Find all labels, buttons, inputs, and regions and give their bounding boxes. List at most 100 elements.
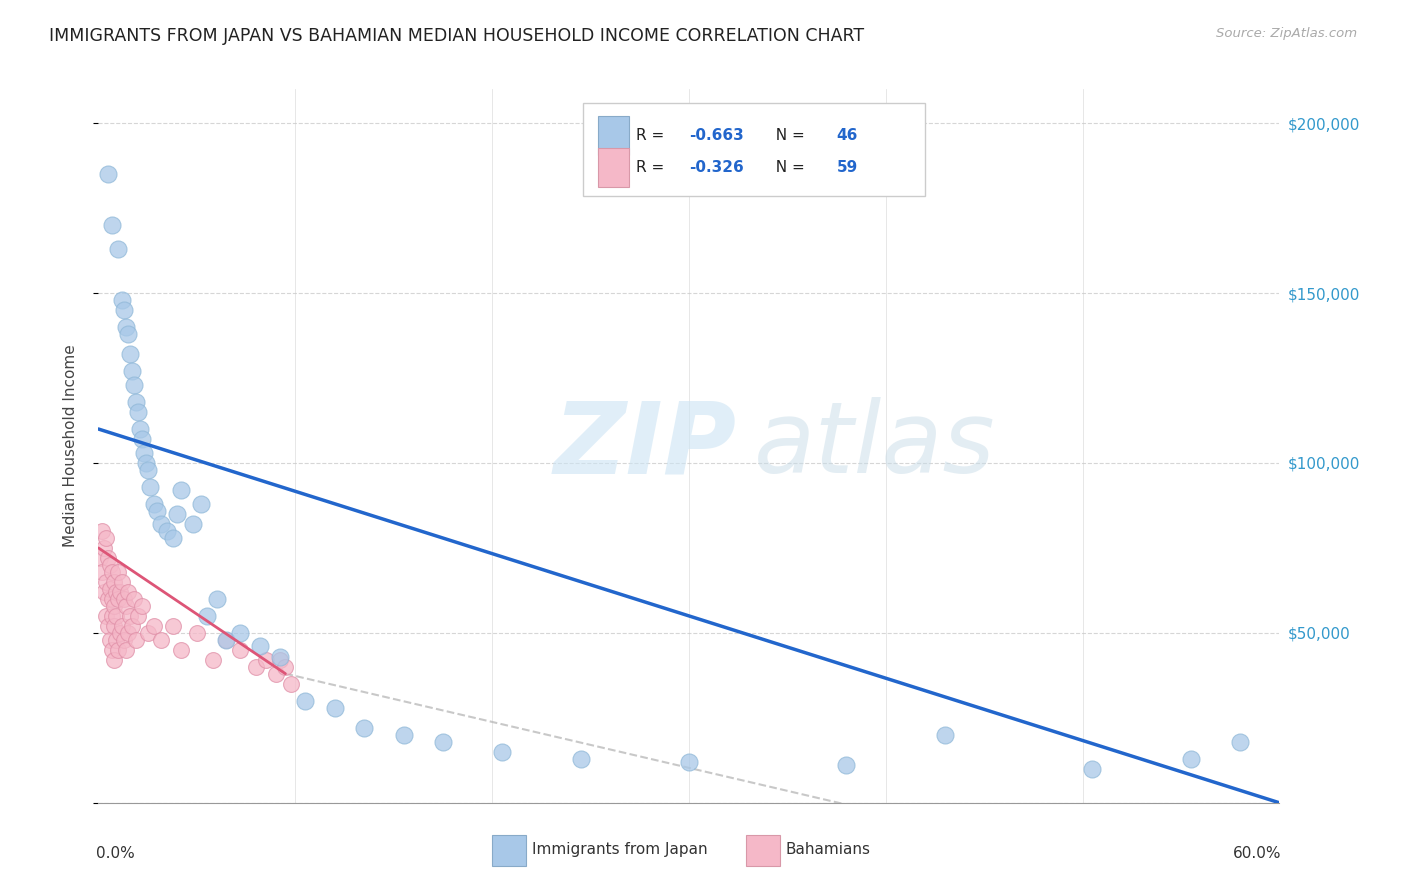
FancyBboxPatch shape: [598, 116, 628, 155]
Point: [108, 585, 131, 599]
Point: [108, 626, 131, 640]
Point: [254, 653, 277, 667]
Point: [105, 585, 128, 599]
Point: [98, 558, 121, 572]
Point: [127, 405, 149, 419]
Text: -0.326: -0.326: [689, 161, 744, 175]
Text: IMMIGRANTS FROM JAPAN VS BAHAMIAN MEDIAN HOUSEHOLD INCOME CORRELATION CHART: IMMIGRANTS FROM JAPAN VS BAHAMIAN MEDIAN…: [49, 27, 865, 45]
Text: 46: 46: [837, 128, 858, 143]
Point: [280, 677, 302, 691]
Text: R =: R =: [636, 128, 669, 143]
Text: atlas: atlas: [754, 398, 995, 494]
Point: [96, 574, 118, 589]
Point: [105, 632, 128, 647]
Point: [111, 293, 134, 307]
Point: [121, 364, 143, 378]
Point: [97, 591, 120, 606]
Point: [122, 377, 145, 392]
Point: [97, 619, 120, 633]
Point: [103, 574, 125, 589]
Text: Bahamians: Bahamians: [786, 842, 870, 856]
Point: [122, 591, 145, 606]
Point: [118, 347, 141, 361]
Point: [118, 608, 141, 623]
Point: [170, 643, 193, 657]
Point: [150, 517, 173, 532]
Point: [91, 524, 114, 538]
Point: [103, 599, 125, 613]
Point: [190, 497, 212, 511]
Point: [294, 694, 316, 708]
Point: [97, 551, 120, 566]
Text: -0.663: -0.663: [689, 128, 744, 143]
Point: [111, 619, 134, 633]
Point: [101, 218, 124, 232]
Point: [101, 565, 124, 579]
Point: [215, 632, 238, 647]
Point: [135, 456, 157, 470]
Point: [96, 531, 118, 545]
Point: [201, 653, 224, 667]
Point: [195, 608, 218, 623]
Point: [678, 755, 700, 769]
Point: [205, 591, 228, 606]
Point: [150, 632, 173, 647]
Point: [166, 507, 188, 521]
Text: Immigrants from Japan: Immigrants from Japan: [531, 842, 707, 856]
Point: [103, 619, 125, 633]
Point: [181, 517, 204, 532]
Point: [107, 565, 129, 579]
Point: [245, 660, 267, 674]
Text: Source: ZipAtlas.com: Source: ZipAtlas.com: [1216, 27, 1357, 40]
Text: 59: 59: [837, 161, 858, 175]
Point: [269, 649, 291, 664]
Point: [269, 653, 291, 667]
Point: [115, 599, 138, 613]
Point: [491, 745, 513, 759]
Point: [186, 626, 208, 640]
Point: [274, 660, 297, 674]
Point: [1180, 751, 1202, 765]
Point: [112, 591, 135, 606]
Point: [127, 608, 149, 623]
Point: [107, 643, 129, 657]
Text: N =: N =: [766, 128, 810, 143]
FancyBboxPatch shape: [582, 103, 925, 196]
FancyBboxPatch shape: [745, 835, 780, 866]
Point: [229, 643, 252, 657]
Point: [215, 632, 238, 647]
Point: [93, 541, 115, 555]
Point: [1081, 762, 1104, 776]
Point: [97, 167, 120, 181]
Point: [125, 394, 148, 409]
Point: [93, 585, 115, 599]
Point: [569, 751, 592, 765]
Point: [136, 626, 159, 640]
Point: [392, 728, 415, 742]
Point: [162, 619, 184, 633]
Point: [96, 608, 118, 623]
Point: [115, 320, 138, 334]
Point: [170, 483, 193, 498]
Text: N =: N =: [766, 161, 810, 175]
Point: [98, 582, 121, 596]
Point: [107, 242, 129, 256]
Point: [162, 531, 184, 545]
Point: [91, 565, 114, 579]
Point: [142, 497, 165, 511]
Point: [111, 574, 134, 589]
Text: ZIP: ZIP: [553, 398, 737, 494]
Point: [249, 640, 271, 654]
Point: [229, 626, 252, 640]
Point: [115, 643, 138, 657]
Point: [146, 503, 169, 517]
Point: [432, 734, 454, 748]
Point: [264, 666, 287, 681]
Point: [117, 326, 139, 341]
Point: [89, 551, 111, 566]
Point: [107, 591, 129, 606]
Text: 0.0%: 0.0%: [96, 846, 135, 861]
Point: [142, 619, 165, 633]
Point: [132, 446, 155, 460]
Point: [105, 608, 128, 623]
